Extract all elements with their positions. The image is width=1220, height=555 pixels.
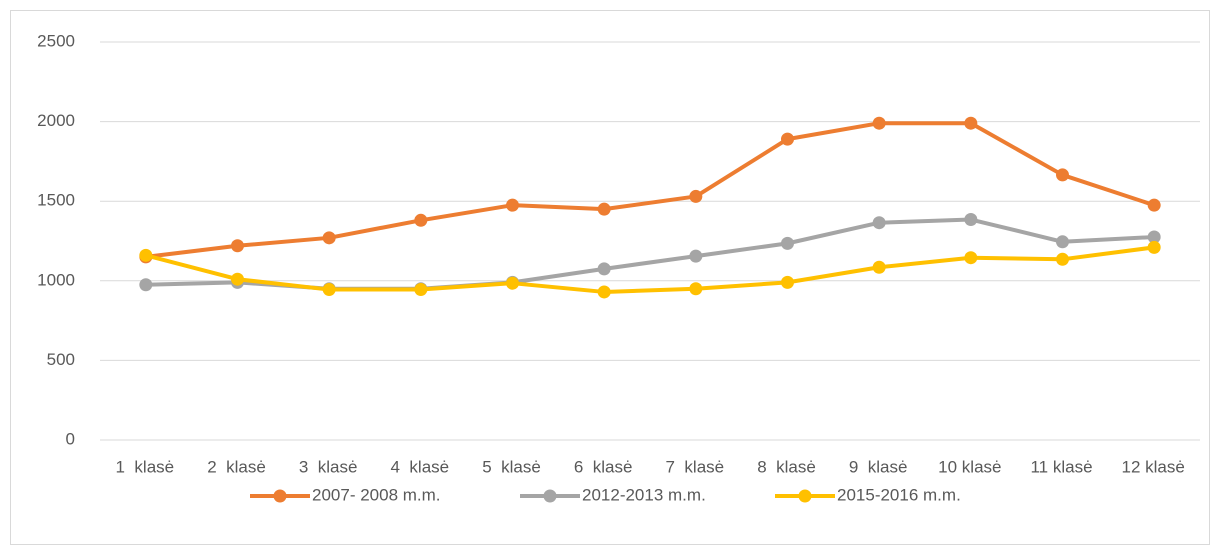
data-point bbox=[414, 213, 428, 227]
data-point bbox=[689, 249, 703, 263]
data-point bbox=[231, 239, 244, 253]
legend-label: 2015-2016 m.m. bbox=[837, 485, 961, 504]
data-point bbox=[964, 251, 978, 265]
data-point bbox=[597, 202, 611, 216]
y-tick-label: 1500 bbox=[37, 191, 75, 210]
data-point bbox=[872, 216, 886, 230]
x-tick-label: 10 klasė bbox=[938, 457, 1001, 476]
data-point bbox=[597, 285, 611, 299]
x-tick-label: 8 klasė bbox=[757, 457, 816, 476]
data-point bbox=[872, 260, 886, 274]
data-point bbox=[781, 132, 794, 146]
data-point bbox=[781, 236, 794, 250]
x-tick-label: 7 klasė bbox=[666, 457, 725, 476]
data-point bbox=[322, 231, 336, 245]
y-tick-label: 2000 bbox=[37, 111, 75, 130]
x-tick-label: 6 klasė bbox=[574, 457, 633, 476]
data-point bbox=[1147, 240, 1161, 254]
x-tick-label: 4 klasė bbox=[391, 457, 450, 476]
data-point bbox=[1147, 230, 1161, 244]
data-point bbox=[964, 116, 978, 130]
data-point bbox=[689, 282, 703, 296]
y-tick-label: 0 bbox=[66, 429, 75, 448]
y-tick-label: 2500 bbox=[37, 31, 75, 50]
x-tick-label: 11 klasė bbox=[1030, 457, 1092, 476]
data-point bbox=[322, 283, 336, 297]
x-tick-label: 1 klasė bbox=[116, 457, 175, 476]
data-point bbox=[414, 283, 428, 297]
data-point bbox=[1056, 168, 1069, 182]
series-line bbox=[145, 121, 1155, 259]
data-point bbox=[689, 189, 703, 203]
data-point bbox=[231, 272, 244, 286]
data-point bbox=[597, 262, 611, 276]
x-tick-label: 9 klasė bbox=[849, 457, 908, 476]
data-point bbox=[1056, 235, 1069, 249]
data-point bbox=[781, 275, 794, 289]
x-tick-label: 12 klasė bbox=[1122, 457, 1185, 476]
data-point bbox=[139, 278, 153, 292]
x-tick-label: 5 klasė bbox=[482, 457, 541, 476]
data-point bbox=[964, 213, 978, 227]
x-tick-label: 3 klasė bbox=[299, 457, 358, 476]
data-point bbox=[506, 198, 519, 212]
data-point bbox=[506, 276, 519, 290]
legend-marker bbox=[798, 489, 812, 503]
x-tick-label: 2 klasė bbox=[207, 457, 266, 476]
data-point bbox=[139, 248, 153, 262]
series-line bbox=[145, 245, 1155, 294]
legend-label: 2007- 2008 m.m. bbox=[312, 485, 441, 504]
data-point bbox=[1056, 252, 1069, 266]
data-point bbox=[1147, 198, 1161, 212]
data-point bbox=[872, 116, 886, 130]
y-tick-label: 1000 bbox=[37, 270, 75, 289]
legend-label: 2012-2013 m.m. bbox=[582, 485, 706, 504]
legend-marker bbox=[543, 489, 557, 503]
y-tick-label: 500 bbox=[47, 350, 75, 369]
legend-marker bbox=[273, 489, 287, 503]
chart-frame bbox=[10, 10, 1210, 545]
